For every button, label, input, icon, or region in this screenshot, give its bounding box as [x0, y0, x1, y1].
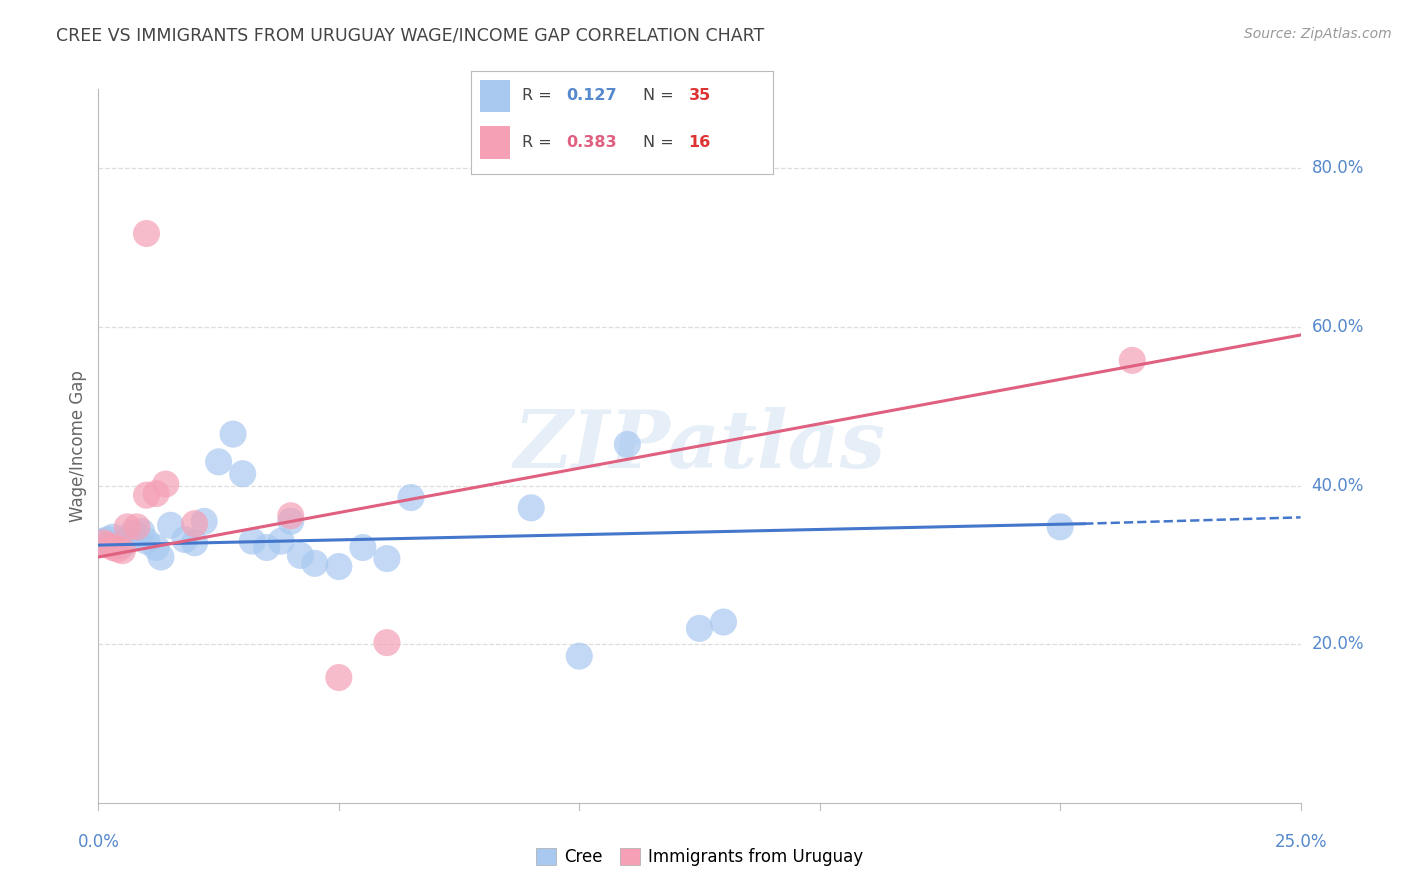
Legend: Cree, Immigrants from Uruguay: Cree, Immigrants from Uruguay	[529, 841, 870, 873]
Point	[183, 516, 205, 531]
Point	[222, 427, 245, 442]
Point	[101, 541, 124, 555]
Point	[145, 486, 167, 500]
Point	[135, 488, 157, 502]
Point	[520, 500, 543, 515]
Point	[135, 534, 157, 549]
Point	[290, 549, 312, 563]
Point	[1121, 353, 1143, 368]
Point	[101, 530, 124, 544]
Text: 20.0%: 20.0%	[1312, 635, 1364, 653]
Point	[107, 542, 129, 557]
Point	[280, 514, 302, 528]
Text: R =: R =	[523, 135, 557, 150]
Point	[149, 549, 172, 564]
Point	[304, 557, 326, 571]
Y-axis label: Wage/Income Gap: Wage/Income Gap	[69, 370, 87, 522]
Point	[713, 615, 735, 629]
Text: 0.383: 0.383	[567, 135, 617, 150]
Point	[125, 528, 148, 542]
Point	[688, 621, 710, 635]
Point	[328, 671, 350, 685]
Point	[135, 227, 157, 241]
Text: Source: ZipAtlas.com: Source: ZipAtlas.com	[1244, 27, 1392, 41]
Point	[131, 524, 153, 539]
Text: 16: 16	[689, 135, 711, 150]
Point	[208, 455, 231, 469]
FancyBboxPatch shape	[479, 79, 510, 112]
Point	[280, 508, 302, 523]
Point	[232, 467, 254, 481]
FancyBboxPatch shape	[479, 126, 510, 159]
Text: ZIPatlas: ZIPatlas	[513, 408, 886, 484]
Point	[159, 518, 181, 533]
Point	[568, 649, 591, 664]
Point	[145, 541, 167, 555]
Point	[174, 533, 197, 547]
Point	[97, 538, 120, 552]
Point	[183, 535, 205, 549]
Text: 0.0%: 0.0%	[77, 833, 120, 851]
Point	[155, 477, 177, 491]
Point	[328, 559, 350, 574]
Point	[270, 534, 292, 549]
Text: 40.0%: 40.0%	[1312, 476, 1364, 495]
Text: 35: 35	[689, 88, 711, 103]
Text: N =: N =	[644, 135, 679, 150]
Point	[107, 535, 129, 549]
Text: N =: N =	[644, 88, 679, 103]
Point	[125, 520, 148, 534]
Point	[121, 526, 143, 541]
Point	[91, 535, 114, 549]
Point	[240, 534, 263, 549]
Text: R =: R =	[523, 88, 557, 103]
Text: CREE VS IMMIGRANTS FROM URUGUAY WAGE/INCOME GAP CORRELATION CHART: CREE VS IMMIGRANTS FROM URUGUAY WAGE/INC…	[56, 27, 765, 45]
Point	[352, 541, 374, 555]
Point	[111, 538, 134, 552]
Text: 80.0%: 80.0%	[1312, 160, 1364, 178]
Point	[399, 491, 422, 505]
Point	[193, 514, 215, 528]
Point	[91, 534, 114, 549]
Point	[117, 534, 139, 549]
Point	[375, 551, 398, 566]
Point	[616, 437, 638, 451]
Text: 25.0%: 25.0%	[1274, 833, 1327, 851]
Point	[111, 543, 134, 558]
Point	[375, 635, 398, 649]
Point	[97, 533, 120, 547]
Point	[117, 520, 139, 534]
Point	[1049, 520, 1071, 534]
Text: 0.127: 0.127	[567, 88, 617, 103]
Text: 60.0%: 60.0%	[1312, 318, 1364, 336]
Point	[256, 541, 278, 555]
